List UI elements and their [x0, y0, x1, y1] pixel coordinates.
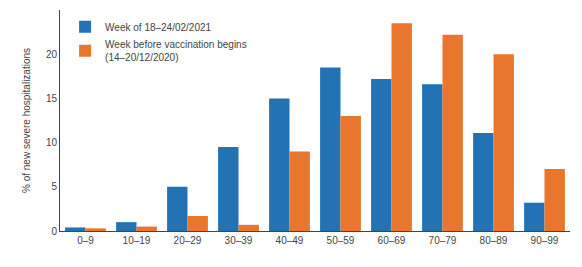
svg-text:15: 15	[46, 93, 58, 104]
svg-text:Week of 18–24/02/2021: Week of 18–24/02/2021	[105, 22, 211, 33]
svg-text:70–79: 70–79	[429, 235, 457, 246]
svg-text:60–69: 60–69	[378, 235, 406, 246]
svg-text:Week before vaccination begins: Week before vaccination begins(14–20/12/…	[105, 39, 247, 63]
svg-text:10–19: 10–19	[123, 235, 151, 246]
svg-text:0–9: 0–9	[77, 235, 94, 246]
svg-text:30–39: 30–39	[225, 235, 253, 246]
svg-text:5: 5	[51, 181, 57, 192]
svg-text:90–99: 90–99	[531, 235, 559, 246]
svg-text:40–49: 40–49	[276, 235, 304, 246]
svg-text:% of new severe hospitalizatio: % of new severe hospitalizations	[21, 48, 32, 193]
svg-text:20: 20	[46, 49, 58, 60]
svg-text:10: 10	[46, 137, 58, 148]
svg-text:0: 0	[51, 226, 57, 237]
svg-text:80–89: 80–89	[480, 235, 508, 246]
svg-text:50–59: 50–59	[327, 235, 355, 246]
svg-text:20–29: 20–29	[174, 235, 202, 246]
